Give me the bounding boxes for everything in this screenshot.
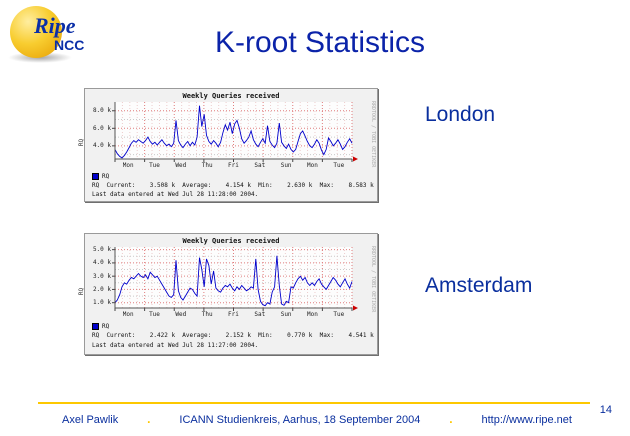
logo-text-ncc: NCC: [54, 37, 85, 53]
legend: RQ: [92, 323, 109, 330]
label-amsterdam: Amsterdam: [425, 274, 533, 297]
x-axis-labels: Mon Tue Wed Thu Fri Sat Sun Mon Tue: [115, 311, 352, 318]
x-tick-label: Wed: [175, 311, 187, 318]
x-tick-label: Mon: [122, 162, 134, 169]
logo-globe-icon: [10, 6, 62, 58]
footer-event: ICANN Studienkreis, Aarhus, 18 September…: [179, 414, 421, 426]
legend-label: RQ: [102, 323, 110, 330]
legend-swatch-icon: [92, 173, 99, 180]
label-london: London: [425, 103, 496, 126]
y-axis-label: RQ: [78, 287, 86, 296]
footer-author: Axel Pawlik: [62, 414, 119, 426]
footer-separator-dot: .: [449, 412, 453, 426]
y-tick-label: 6.0 k: [92, 124, 111, 132]
legend-label: RQ: [102, 173, 110, 180]
footer: Axel Pawlik . ICANN Studienkreis, Aarhus…: [62, 412, 572, 426]
graph-title: Weekly Queries received: [182, 237, 280, 245]
graph-title: Weekly Queries received: [182, 92, 280, 100]
legend: RQ: [92, 173, 109, 180]
x-tick-label: Fri: [228, 311, 239, 318]
y-tick-label: 4.0 k: [92, 259, 111, 267]
y-tick-label: 4.0 k: [92, 142, 111, 150]
last-data-line: Last data entered at Wed Jul 28 11:28:00…: [92, 191, 259, 198]
x-tick-label: Wed: [175, 162, 187, 169]
y-tick-label: 1.0 k: [92, 299, 111, 307]
x-tick-label: Tue: [149, 162, 160, 169]
last-data-line: Last data entered at Wed Jul 28 11:27:00…: [92, 342, 259, 349]
y-tick-label: 5.0 k: [92, 246, 111, 254]
x-tick-label: Tue: [149, 311, 160, 318]
x-tick-label: Sat: [254, 311, 266, 318]
footer-divider: [38, 402, 590, 404]
x-axis-labels: Mon Tue Wed Thu Fri Sat Sun Mon Tue: [115, 162, 352, 169]
x-tick-label: Thu: [201, 162, 213, 169]
logo-text-ripe: Ripe: [34, 13, 76, 38]
footer-url-link[interactable]: http://www.ripe.net: [481, 414, 572, 426]
rrd-graph-amsterdam: Weekly Queries received RQ 1.0 k 2.0 k 3.0…: [78, 233, 378, 355]
x-tick-label: Tue: [333, 162, 345, 169]
stats-line: RQ Current: 3.508 k Average: 4.154 k Min…: [92, 182, 374, 189]
rrd-graph-london: Weekly Queries received RQ 4.0 k 6.0 k 8.0…: [78, 88, 378, 202]
y-tick-label: 3.0 k: [92, 272, 111, 280]
y-tick-label: 2.0 k: [92, 285, 111, 293]
stats-line: RQ Current: 2.422 k Average: 2.152 k Min…: [92, 332, 374, 339]
x-tick-label: Fri: [228, 162, 239, 169]
footer-separator-dot: .: [147, 412, 151, 426]
page-title: K-root Statistics: [214, 26, 426, 59]
legend-swatch-icon: [92, 323, 99, 330]
plot-area: [112, 102, 358, 162]
x-tick-label: Mon: [307, 162, 318, 169]
x-tick-label: Sat: [254, 162, 266, 169]
x-tick-label: Thu: [201, 311, 213, 318]
rrdtool-signature: RRDTOOL / TOBI OETIKER: [370, 246, 376, 313]
x-tick-label: Sun: [280, 162, 292, 169]
ripe-ncc-logo: Ripe NCC: [8, 3, 118, 65]
x-tick-label: Mon: [122, 311, 134, 318]
page-number: 14: [599, 404, 612, 416]
x-tick-label: Tue: [333, 311, 345, 318]
rrdtool-signature: RRDTOOL / TOBI OETIKER: [370, 101, 376, 168]
y-axis-label: RQ: [78, 139, 86, 147]
plot-area: [112, 247, 358, 311]
x-tick-label: Sun: [280, 311, 292, 318]
x-tick-label: Mon: [307, 311, 318, 318]
y-tick-label: 8.0 k: [92, 107, 111, 115]
